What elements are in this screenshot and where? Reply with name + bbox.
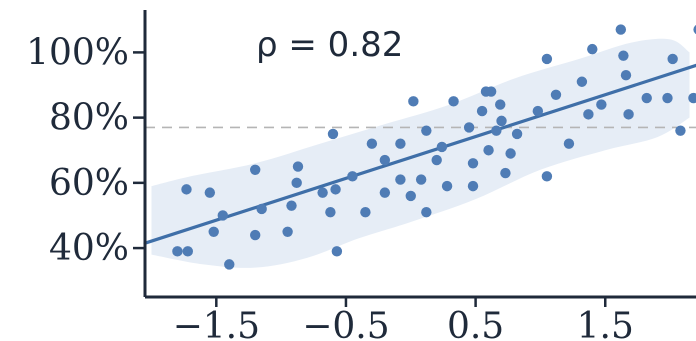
trend-line-layer (143, 63, 696, 245)
data-point (217, 210, 228, 221)
data-point (667, 53, 678, 65)
data-point (693, 25, 696, 35)
data-point (623, 109, 634, 120)
data-point (615, 24, 627, 35)
data-point (250, 164, 261, 176)
data-point (688, 92, 696, 104)
data-point (496, 115, 507, 127)
data-point (441, 180, 453, 192)
data-point (511, 128, 523, 140)
data-point (379, 154, 391, 166)
data-point (500, 167, 511, 179)
data-point (495, 99, 506, 110)
data-point (182, 246, 193, 257)
data-point (662, 92, 673, 104)
data-point (360, 207, 371, 218)
points-layer (172, 24, 696, 270)
data-point (317, 187, 328, 198)
data-point (550, 89, 562, 100)
data-point (431, 154, 442, 166)
data-point (421, 125, 432, 136)
x-tick-label: 1.5 (577, 306, 634, 341)
data-point (436, 141, 448, 153)
data-point (463, 122, 475, 133)
data-point (541, 53, 553, 65)
tick-labels-layer: 40% 60% 80% 100% −1.5 −0.5 0.5 1.5 (26, 32, 634, 341)
data-point (331, 246, 343, 257)
data-point (292, 161, 304, 172)
data-point (563, 138, 575, 149)
x-tick-label: −0.5 (302, 306, 389, 341)
correlation-annotation: ρ = 0.82 (256, 25, 403, 65)
data-point (448, 96, 459, 107)
y-tick-label: 40% (49, 228, 129, 269)
data-point (620, 70, 632, 81)
y-tick-label: 80% (49, 98, 129, 139)
data-point (347, 171, 358, 182)
y-tick-label: 100% (26, 32, 129, 73)
data-point (675, 125, 686, 136)
data-point (405, 190, 416, 202)
data-point (421, 207, 432, 218)
data-point (291, 177, 302, 189)
data-point (483, 145, 494, 156)
data-point (327, 128, 339, 140)
data-point (366, 138, 378, 149)
data-point (379, 187, 391, 198)
data-point (395, 174, 406, 185)
data-point (330, 184, 341, 195)
data-point (485, 86, 497, 97)
data-point (395, 138, 406, 149)
data-point (491, 125, 502, 136)
data-point (576, 76, 588, 87)
data-point (618, 50, 629, 61)
data-point (532, 105, 544, 117)
data-point (256, 203, 267, 215)
data-point (250, 229, 261, 241)
data-point (476, 105, 488, 117)
y-tick-label: 60% (49, 163, 129, 204)
axes-layer (133, 10, 696, 307)
data-point (641, 92, 652, 104)
data-point (596, 99, 607, 110)
data-point (415, 174, 427, 185)
data-point (467, 158, 479, 169)
trend-line (143, 63, 696, 245)
data-point (181, 184, 192, 195)
data-point (172, 246, 183, 257)
x-tick-label: −1.5 (173, 306, 260, 341)
data-point (583, 109, 594, 120)
data-point (408, 96, 419, 107)
data-point (467, 180, 479, 192)
data-point (208, 226, 219, 237)
data-point (224, 259, 235, 270)
data-point (325, 207, 336, 218)
data-point (587, 43, 598, 55)
data-point (505, 148, 516, 159)
data-point (204, 187, 216, 198)
data-point (286, 200, 297, 211)
x-tick-label: 0.5 (447, 306, 504, 341)
data-point (541, 171, 553, 182)
data-point (282, 226, 293, 237)
